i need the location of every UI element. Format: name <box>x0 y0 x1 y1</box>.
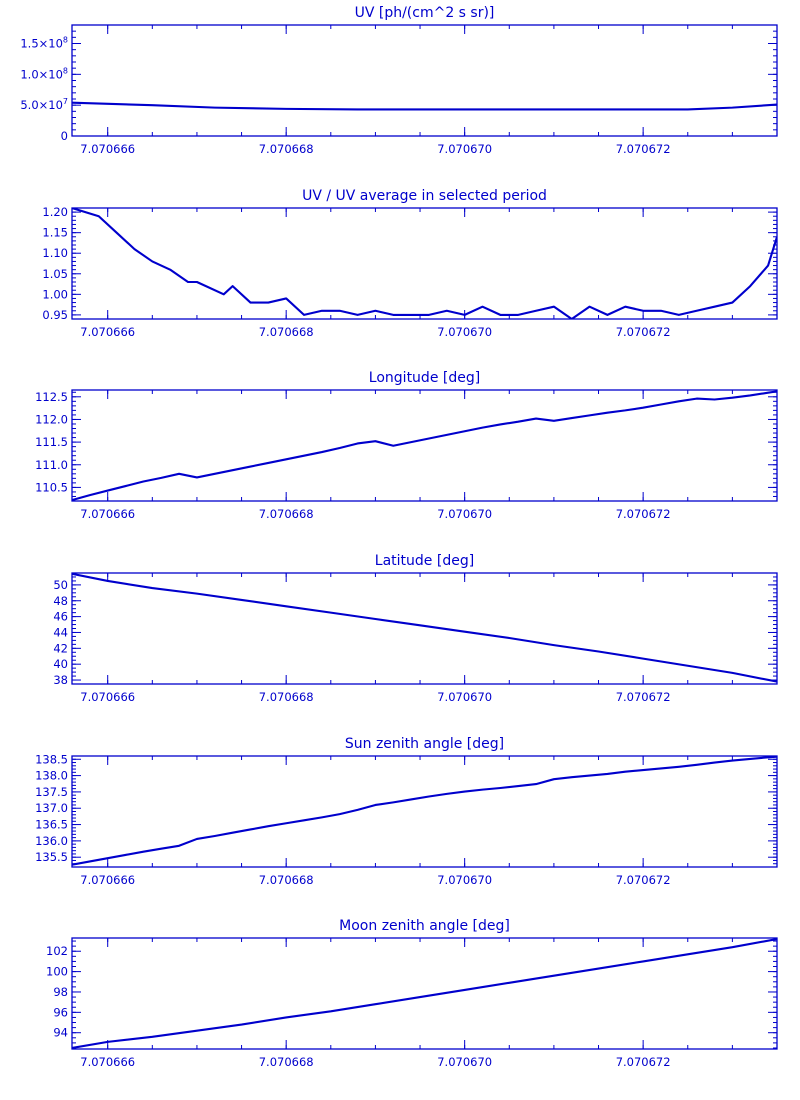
y-tick-label: 1.10 <box>42 246 68 260</box>
y-tick-label: 111.0 <box>35 458 68 472</box>
x-tick-label: 7.070670 <box>437 690 492 704</box>
series-line-1 <box>72 938 777 1049</box>
y-tick-label: 112.0 <box>35 412 68 426</box>
y-tick-label: 94 <box>53 1026 68 1040</box>
y-tick-label: 5.0×107 <box>20 97 68 112</box>
x-tick-label: 7.070668 <box>259 507 314 521</box>
y-tick-label: 40 <box>53 657 68 671</box>
y-tick-label: 110.5 <box>35 480 68 494</box>
series-line-1 <box>72 208 777 319</box>
plot-frame <box>71 389 778 502</box>
y-tick-label: 1.5×108 <box>20 36 68 51</box>
x-tick-label: 7.070670 <box>437 1055 492 1069</box>
x-tick-label: 7.070670 <box>437 325 492 339</box>
chart-title: Latitude [deg] <box>375 553 474 569</box>
y-tick-label: 38 <box>53 673 68 687</box>
chart-panel-4: Latitude [deg] 7.070666 7.070668 7.070670 7.… <box>53 553 778 704</box>
y-tick-label: 98 <box>53 985 68 999</box>
x-tick-label: 7.070666 <box>80 507 135 521</box>
chart-title: UV / UV average in selected period <box>302 188 547 204</box>
y-tick-label: 1.05 <box>42 267 68 281</box>
chart-title: Longitude [deg] <box>369 370 480 386</box>
chart-panel-3: Longitude [deg] 7.070666 7.070668 7.070670 7… <box>35 370 778 521</box>
x-tick-label: 7.070672 <box>616 325 671 339</box>
y-tick-label: 1.00 <box>42 287 68 301</box>
x-tick-label: 7.070670 <box>437 873 492 887</box>
chart-panel-2: UV / UV average in selected period 7.0706… <box>42 188 778 339</box>
y-tick-label: 50 <box>53 578 68 592</box>
y-tick-label: 137.5 <box>35 785 68 799</box>
chart-panel-1: UV [ph/(cm^2 s sr)] 7.070666 7.070668 7.070… <box>20 5 778 156</box>
chart-panel-6: Moon zenith angle [deg] 7.070666 7.070668 7… <box>46 918 778 1069</box>
x-tick-label: 7.070668 <box>259 873 314 887</box>
series-line-1 <box>72 573 777 683</box>
x-tick-label: 7.070672 <box>616 873 671 887</box>
chart-title: Sun zenith angle [deg] <box>345 736 504 752</box>
y-tick-label: 1.20 <box>42 205 68 219</box>
x-tick-label: 7.070666 <box>80 1055 135 1069</box>
x-tick-label: 7.070670 <box>437 142 492 156</box>
x-tick-label: 7.070666 <box>80 873 135 887</box>
x-tick-label: 7.070668 <box>259 690 314 704</box>
chart-title: Moon zenith angle [deg] <box>339 918 510 934</box>
y-tick-label: 0 <box>61 129 68 143</box>
y-tick-label: 96 <box>53 1005 68 1019</box>
y-tick-label: 44 <box>53 625 68 639</box>
y-tick-label: 137.0 <box>35 801 68 815</box>
x-tick-label: 7.070672 <box>616 507 671 521</box>
y-tick-label: 1.15 <box>42 226 68 240</box>
series-line-1 <box>72 390 777 501</box>
x-tick-label: 7.070672 <box>616 1055 671 1069</box>
y-tick-label: 111.5 <box>35 435 68 449</box>
x-tick-label: 7.070666 <box>80 142 135 156</box>
series-line-1 <box>72 756 777 866</box>
y-tick-label: 135.5 <box>35 850 68 864</box>
plot-frame <box>71 937 778 1050</box>
x-tick-label: 7.070668 <box>259 142 314 156</box>
x-tick-label: 7.070666 <box>80 325 135 339</box>
y-tick-label: 48 <box>53 594 68 608</box>
y-tick-label: 102 <box>46 944 68 958</box>
series-line-1 <box>72 101 777 111</box>
y-tick-label: 136.0 <box>35 834 68 848</box>
plot-frame <box>71 572 778 685</box>
x-tick-label: 7.070668 <box>259 1055 314 1069</box>
plot-frame <box>71 24 778 137</box>
y-tick-label: 100 <box>46 965 68 979</box>
y-tick-label: 112.5 <box>35 390 68 404</box>
x-tick-label: 7.070666 <box>80 690 135 704</box>
y-tick-label: 46 <box>53 610 68 624</box>
y-tick-label: 0.95 <box>42 308 68 322</box>
chart-title: UV [ph/(cm^2 s sr)] <box>355 5 495 21</box>
plot-frame <box>71 755 778 868</box>
y-tick-label: 138.5 <box>35 752 68 766</box>
x-tick-label: 7.070672 <box>616 690 671 704</box>
y-tick-label: 1.0×108 <box>20 66 68 81</box>
plot-frame <box>71 207 778 320</box>
x-tick-label: 7.070668 <box>259 325 314 339</box>
y-tick-label: 42 <box>53 641 68 655</box>
chart-panel-5: Sun zenith angle [deg] 7.070666 7.070668 7.… <box>35 736 778 887</box>
x-tick-label: 7.070670 <box>437 507 492 521</box>
y-tick-label: 136.5 <box>35 818 68 832</box>
x-tick-label: 7.070672 <box>616 142 671 156</box>
y-tick-label: 138.0 <box>35 769 68 783</box>
